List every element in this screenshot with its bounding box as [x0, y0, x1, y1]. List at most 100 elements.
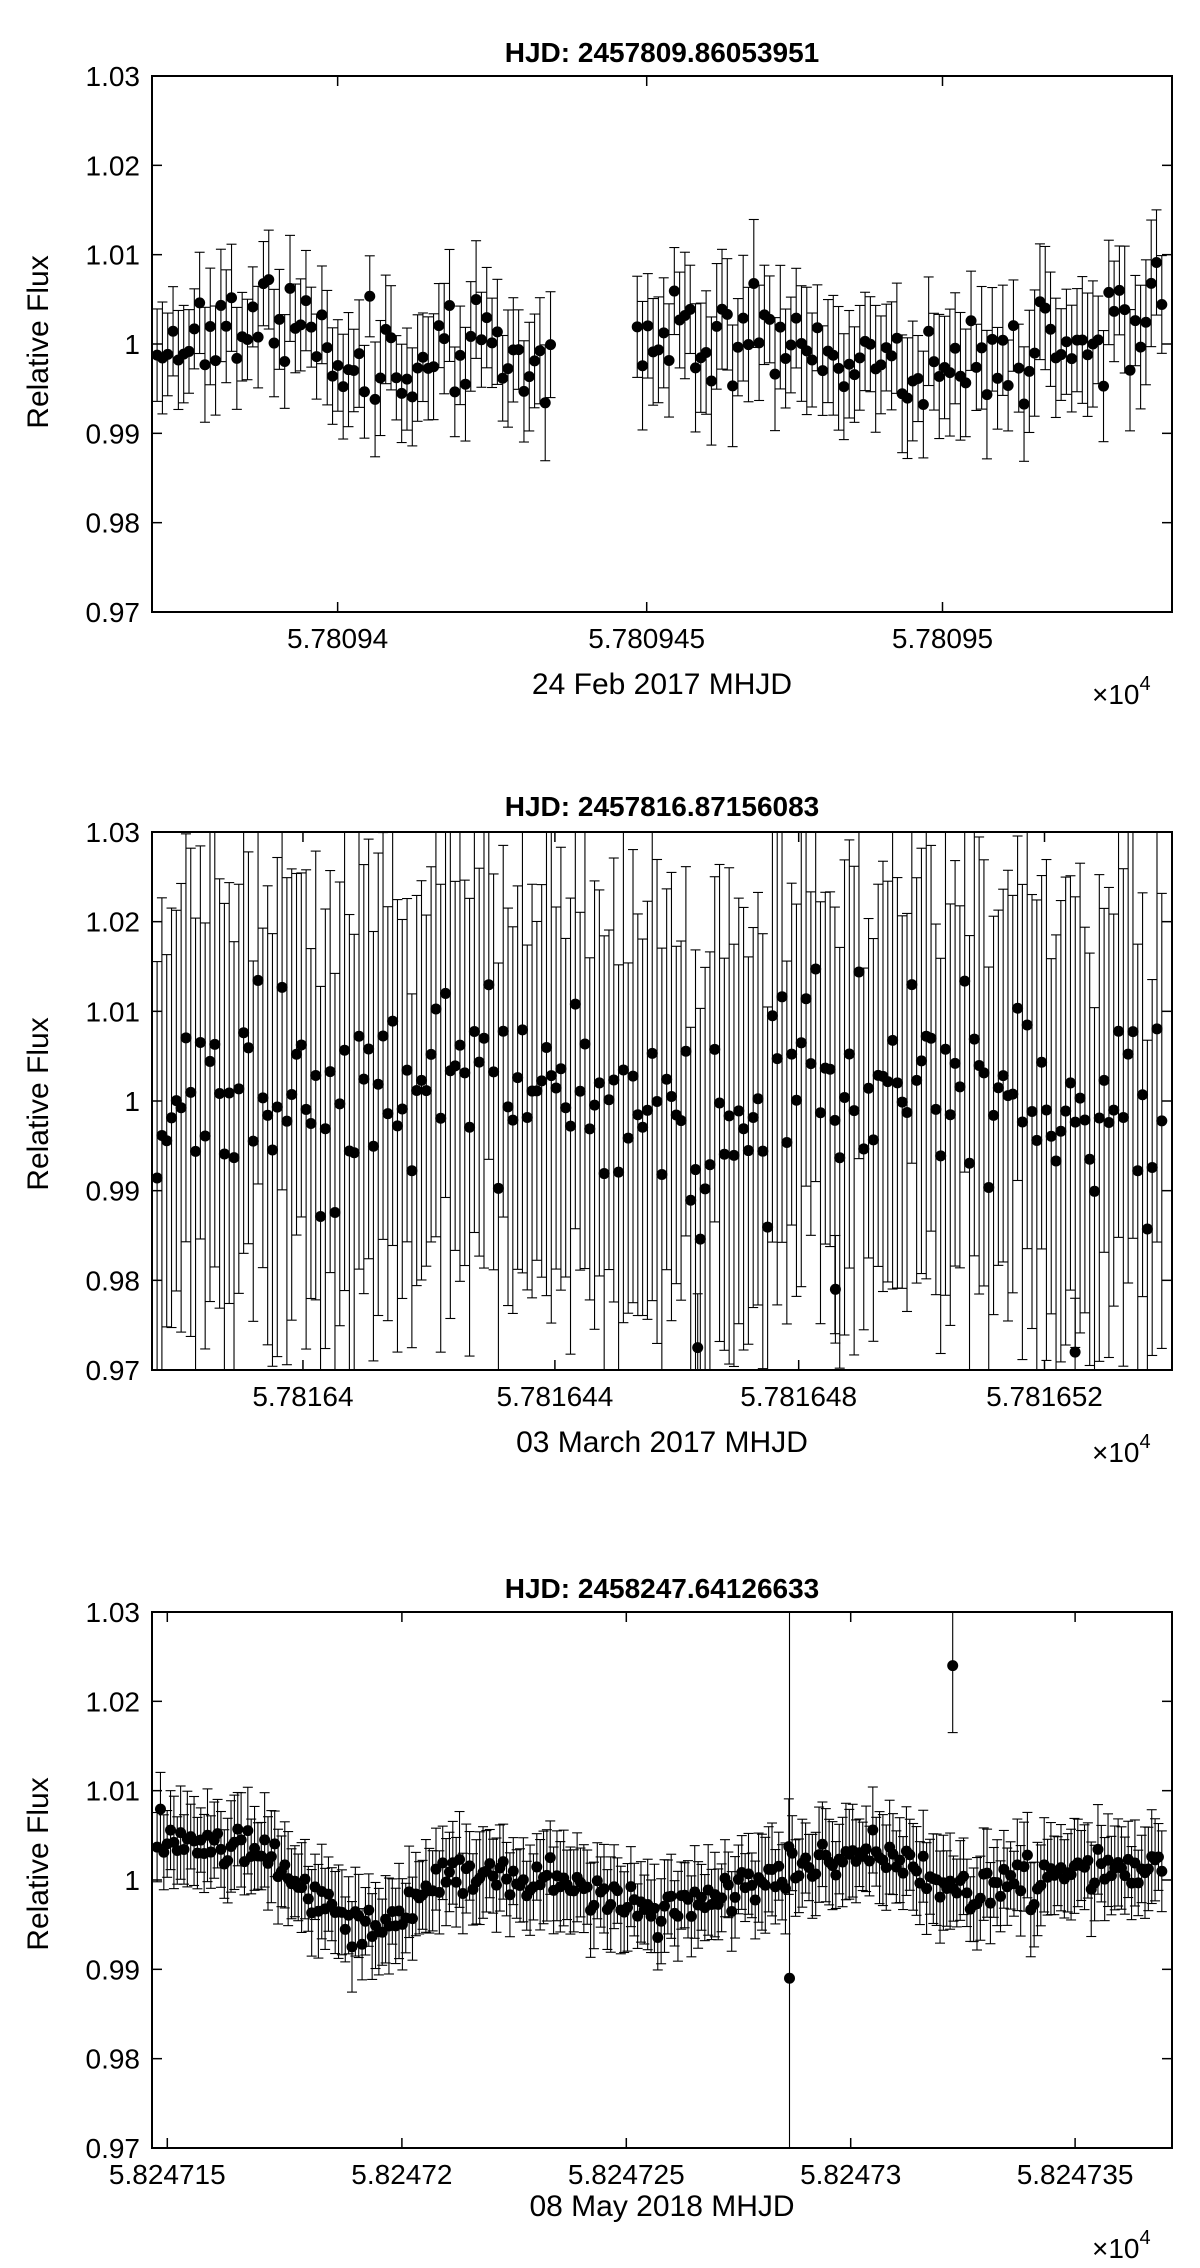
y-axis-label: Relative Flux [22, 1777, 55, 1950]
data-point [497, 1823, 509, 1900]
data-point [655, 1878, 667, 1965]
data-point [699, 966, 711, 1370]
data-point [1007, 894, 1019, 1294]
data-point [863, 917, 875, 1259]
data-point [723, 867, 735, 1365]
data-point [459, 326, 471, 442]
data-point [363, 838, 375, 1260]
data-point [348, 933, 360, 1370]
y-tick-label: 0.97 [86, 1355, 141, 1386]
data-point [997, 284, 1009, 396]
data-point [291, 872, 303, 1236]
data-point [512, 885, 524, 1270]
data-point [579, 832, 591, 1270]
data-point [300, 249, 312, 352]
plot-frame [151, 75, 1173, 613]
data-point [672, 1870, 684, 1962]
data-point [915, 847, 927, 1275]
data-point [690, 949, 702, 1370]
data-point [811, 284, 823, 372]
data-point [305, 948, 317, 1300]
x-axis-multiplier: ×104 [1092, 1431, 1151, 1468]
data-point [1132, 1849, 1144, 1917]
x-tick-label: 5.780945 [588, 623, 705, 654]
data-point [226, 243, 238, 352]
data-point [658, 1859, 670, 1953]
data-point [1135, 284, 1147, 410]
data-point [912, 334, 924, 423]
y-tick-label: 0.99 [86, 418, 141, 449]
data-point [228, 941, 240, 1370]
data-point [247, 960, 259, 1322]
data-point [1045, 271, 1057, 387]
y-tick-label: 0.98 [86, 508, 141, 539]
data-point [911, 877, 923, 1284]
data-point [694, 1007, 706, 1370]
data-point [1021, 832, 1033, 1250]
data-point [827, 294, 839, 416]
data-point [257, 927, 269, 1269]
data-point [816, 1801, 828, 1888]
data-point [194, 845, 206, 1240]
x-axis-label: 08 May 2018 MHJD [529, 2190, 794, 2223]
data-point [887, 832, 899, 1290]
y-tick-label: 0.97 [86, 597, 141, 628]
panel-title: HJD: 2457809.86053951 [505, 37, 819, 68]
data-point [1018, 1821, 1030, 1912]
data-point [1108, 913, 1120, 1307]
data-point [766, 832, 778, 1243]
data-point [247, 266, 259, 348]
data-point [1023, 309, 1035, 434]
data-point [959, 832, 971, 1173]
data-point [1103, 886, 1115, 1359]
data-point [1045, 958, 1057, 1315]
data-point [774, 264, 786, 390]
data-point [183, 309, 195, 394]
data-point [464, 897, 476, 1357]
data-point [1026, 893, 1038, 1330]
data-point [385, 285, 397, 391]
data-point [188, 288, 200, 370]
data-point [322, 1856, 334, 1932]
data-point [435, 883, 447, 1353]
data-point [180, 833, 192, 1243]
data-point [781, 960, 793, 1325]
data-point [729, 1856, 741, 1939]
data-point [829, 1234, 841, 1344]
data-point [565, 897, 577, 1355]
data-point [401, 897, 413, 1243]
data-point [545, 291, 557, 399]
data-point [540, 832, 552, 1297]
data-point [1066, 304, 1078, 413]
data-point [1039, 245, 1051, 371]
data-point [981, 329, 993, 460]
data-point [205, 1815, 217, 1889]
y-tick-label: 1.03 [86, 1597, 141, 1628]
data-point [598, 935, 610, 1370]
data-point [475, 291, 487, 388]
data-point [769, 317, 781, 432]
data-point [1040, 858, 1052, 1361]
data-point [364, 255, 376, 338]
data-point [302, 1865, 314, 1932]
data-point [440, 832, 452, 1199]
data-point [550, 906, 562, 1270]
data-point [372, 852, 384, 1317]
data-point [281, 877, 293, 1366]
y-tick-label: 1.03 [86, 61, 141, 92]
data-point [933, 313, 945, 440]
data-point [199, 922, 211, 1350]
data-point [784, 1612, 795, 2148]
data-point [1142, 1826, 1154, 1912]
data-point [450, 1836, 462, 1928]
data-point [771, 832, 783, 1306]
data-point [1064, 875, 1076, 1291]
data-point [249, 1805, 261, 1891]
data-point [545, 832, 557, 1324]
data-point [521, 944, 533, 1291]
x-tick-label: 5.781648 [740, 1381, 857, 1412]
data-point [593, 889, 605, 1277]
data-point [215, 248, 227, 363]
data-point [631, 275, 643, 378]
data-point [175, 882, 187, 1333]
